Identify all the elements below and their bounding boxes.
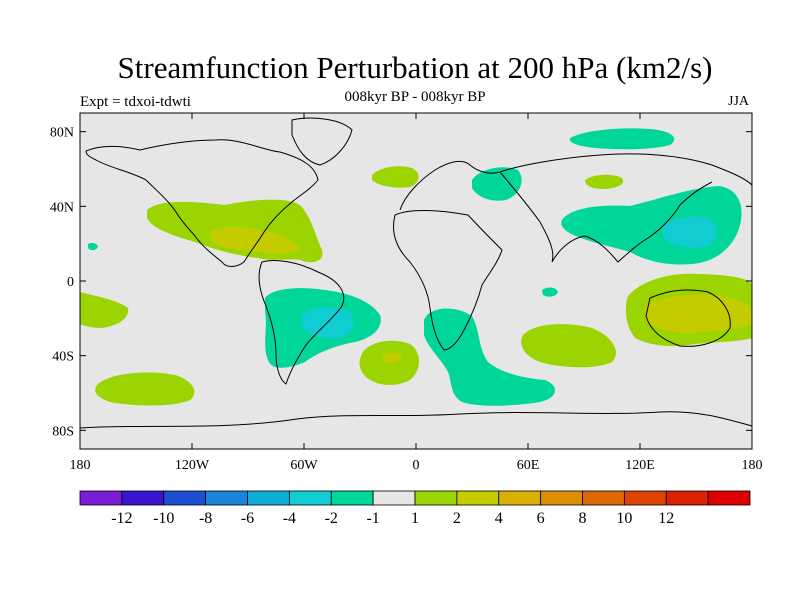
colorbar-label: -10 <box>153 510 174 527</box>
colorbar-label: -1 <box>366 510 379 527</box>
anomaly-region-south-atlantic-core <box>382 352 402 364</box>
contour-fill-layer <box>80 128 752 406</box>
coast-north-america <box>85 139 319 267</box>
colorbar-label: 10 <box>616 510 632 527</box>
colorbar-swatch <box>330 490 374 506</box>
period-label: 008kyr BP - 008kyr BP <box>344 89 486 105</box>
anomaly-region-south-africa-indian <box>424 308 556 406</box>
anomaly-region-south-pacific <box>95 372 195 406</box>
y-tick-label: 80N <box>50 126 74 141</box>
coast-europe <box>399 153 752 211</box>
colorbar-label: 1 <box>411 510 419 527</box>
colorbar-label: -4 <box>283 510 296 527</box>
season-label: JJA <box>728 94 750 109</box>
y-tick-label: 0 <box>67 275 74 290</box>
colorbar-swatch <box>707 490 751 506</box>
colorbar-label: 2 <box>453 510 461 527</box>
colorbar-label: 12 <box>658 510 674 527</box>
x-tick-label: 180 <box>70 458 91 473</box>
anomaly-region-gulf-core <box>210 226 300 254</box>
anomaly-region-east-asia-core <box>662 216 717 248</box>
colorbar-swatch <box>414 490 458 506</box>
x-tick-label: 60W <box>290 458 318 473</box>
x-tick-label: 120E <box>625 458 655 473</box>
colorbar-label: -2 <box>325 510 338 527</box>
colorbar-swatch <box>665 490 709 506</box>
colorbar-swatch <box>288 490 332 506</box>
colorbar-swatch <box>623 490 667 506</box>
coast-africa <box>393 209 503 351</box>
colorbar-swatch <box>163 490 207 506</box>
colorbar-swatch <box>582 490 625 506</box>
x-tick-label: 60E <box>517 458 540 473</box>
anomaly-region-small-pacific <box>88 243 98 251</box>
x-tick-label: 120W <box>175 458 210 473</box>
coast-south-america <box>258 259 345 385</box>
colorbar-swatch <box>79 490 123 506</box>
x-tick-label: 0 <box>413 458 420 473</box>
colorbar-label: 6 <box>537 510 545 527</box>
colorbar-swatch <box>456 490 500 506</box>
anomaly-region-east-pacific-west <box>80 292 129 328</box>
anomaly-region-siberia-small <box>585 174 624 189</box>
anomaly-region-n-atlantic-small <box>372 166 419 188</box>
anomaly-region-eurasia-north <box>472 167 522 201</box>
colorbar-label: -6 <box>241 510 254 527</box>
coast-australia <box>645 289 731 347</box>
colorbar-label: -8 <box>199 510 212 527</box>
colorbar-swatch <box>498 490 542 506</box>
plot-title: Streamfunction Perturbation at 200 hPa (… <box>117 50 713 85</box>
y-tick-label: 40N <box>50 200 74 215</box>
colorbar-swatch <box>372 490 416 506</box>
colorbar-label: 8 <box>579 510 587 527</box>
y-tick-label: 40S <box>52 350 74 365</box>
colorbar-swatch <box>121 490 165 506</box>
anomaly-region-australia-core <box>644 294 752 333</box>
experiment-label: Expt = tdxoi-tdwti <box>80 94 191 110</box>
x-tick-label: 180 <box>742 458 763 473</box>
anomaly-region-arctic <box>569 128 675 150</box>
colorbar: -12 -10 -8 -6 -4 -2 -1 1 2 4 6 8 10 12 <box>79 490 751 527</box>
colorbar-swatch <box>247 490 290 506</box>
y-tick-label: 80S <box>52 424 74 439</box>
coast-antarctica <box>80 411 752 429</box>
coast-greenland <box>291 117 353 166</box>
colorbar-swatch <box>540 490 583 506</box>
coast-asia <box>499 171 713 263</box>
coastlines <box>80 117 752 429</box>
anomaly-region-southern-indian <box>521 324 616 368</box>
anomaly-region-indian-small <box>542 287 558 297</box>
colorbar-label: 4 <box>495 510 503 527</box>
axis-ticks: 180 120W 60W 0 60E 120E 180 80N 40N 0 40S 80S <box>50 113 763 473</box>
colorbar-label: -12 <box>111 510 132 527</box>
colorbar-swatch <box>205 490 248 506</box>
